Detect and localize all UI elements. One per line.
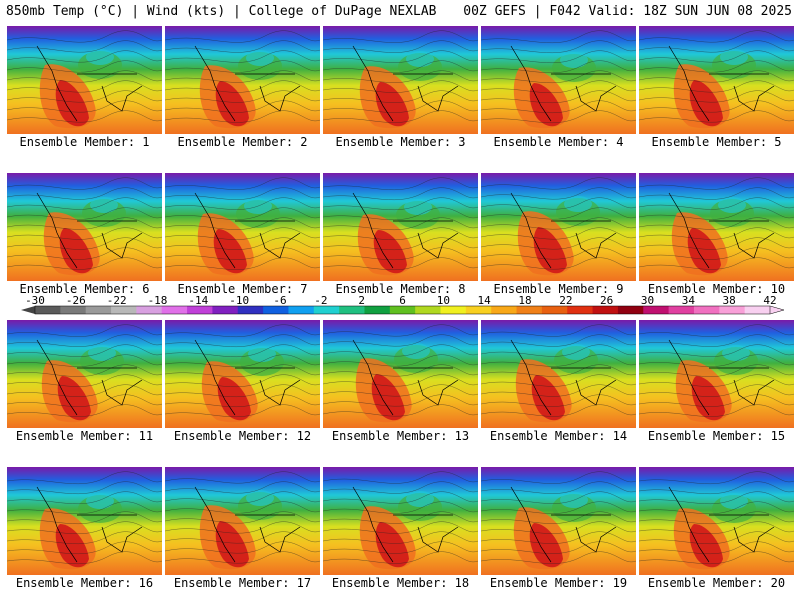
ensemble-member-label: Ensemble Member: 15 <box>647 429 786 443</box>
ensemble-member-label: Ensemble Member: 17 <box>173 576 312 590</box>
ensemble-member-label: Ensemble Member: 6 <box>19 282 150 296</box>
colorbar-swatch <box>541 306 568 314</box>
colorbar-swatch <box>567 306 594 314</box>
ensemble-member-map <box>165 320 320 428</box>
ensemble-member-map <box>7 26 162 134</box>
colorbar-swatch <box>161 306 188 314</box>
colorbar-swatch <box>111 306 137 314</box>
colorbar-swatch <box>288 306 315 314</box>
colorbar-tick-label: -2 <box>314 296 327 307</box>
ensemble-member-map <box>323 320 478 428</box>
colorbar-tick-label: -30 <box>25 296 45 307</box>
ensemble-member-label: Ensemble Member: 2 <box>177 135 308 149</box>
ensemble-member-map <box>323 26 478 134</box>
colorbar-low-arrow <box>21 306 35 314</box>
ensemble-member-label: Ensemble Member: 12 <box>173 429 312 443</box>
colorbar-swatch <box>465 306 492 314</box>
ensemble-member-map <box>639 26 794 134</box>
ensemble-member-label: Ensemble Member: 19 <box>489 576 628 590</box>
colorbar-high-arrow <box>769 305 785 315</box>
colorbar-tick-label: -6 <box>273 296 286 307</box>
ensemble-member-map <box>323 173 478 281</box>
colorbar-swatch <box>237 306 264 314</box>
colorbar-tick-label: 6 <box>399 296 406 307</box>
ensemble-member-map <box>165 26 320 134</box>
colorbar-tick-label: 26 <box>600 296 613 307</box>
colorbar-swatch <box>263 306 289 314</box>
colorbar-tick-label: 10 <box>437 296 450 307</box>
ensemble-member-map <box>481 320 636 428</box>
colorbar-swatch <box>389 306 416 314</box>
colorbar-swatch <box>313 306 340 314</box>
ensemble-member-label: Ensemble Member: 14 <box>489 429 628 443</box>
colorbar-swatch <box>339 306 365 314</box>
colorbar-swatch <box>136 306 163 314</box>
ensemble-member-label: Ensemble Member: 16 <box>15 576 154 590</box>
colorbar-tick-label: 42 <box>763 296 776 307</box>
ensemble-member-label: Ensemble Member: 20 <box>647 576 786 590</box>
ensemble-member-label: Ensemble Member: 18 <box>331 576 470 590</box>
colorbar-swatch <box>85 306 112 314</box>
colorbar-swatch <box>592 306 619 314</box>
map-title: 850mb Temp (°C) | Wind (kts) | College o… <box>6 4 437 19</box>
ensemble-member-map <box>639 467 794 575</box>
colorbar-swatch <box>516 306 543 314</box>
colorbar-swatch <box>415 306 442 314</box>
colorbar-swatch <box>212 306 239 314</box>
ensemble-member-map <box>7 467 162 575</box>
colorbar-swatch <box>440 306 467 314</box>
ensemble-member-label: Ensemble Member: 1 <box>19 135 150 149</box>
colorbar-swatch <box>617 306 644 314</box>
colorbar-swatch <box>643 306 670 314</box>
colorbar-swatch <box>187 306 213 314</box>
colorbar-tick-label: -18 <box>148 296 168 307</box>
ensemble-member-label: Ensemble Member: 4 <box>493 135 624 149</box>
colorbar-tick-label: -26 <box>66 296 86 307</box>
model-run-info: 00Z GEFS | F042 Valid: 18Z SUN JUN 08 20… <box>463 4 792 19</box>
colorbar-swatch <box>364 306 391 314</box>
colorbar-swatch <box>491 306 518 314</box>
ensemble-member-label: Ensemble Member: 10 <box>647 282 786 296</box>
colorbar-tick-label: -10 <box>229 296 249 307</box>
colorbar-tick-label: 22 <box>559 296 572 307</box>
colorbar-tick-label: -22 <box>107 296 127 307</box>
ensemble-member-map <box>639 173 794 281</box>
ensemble-member-label: Ensemble Member: 9 <box>493 282 624 296</box>
colorbar-swatch <box>719 306 746 314</box>
colorbar-tick-label: 18 <box>518 296 531 307</box>
ensemble-member-label: Ensemble Member: 13 <box>331 429 470 443</box>
colorbar-swatch <box>668 306 695 314</box>
ensemble-member-map <box>481 467 636 575</box>
colorbar-tick-label: -14 <box>188 296 208 307</box>
colorbar-tick-label: 14 <box>478 296 492 307</box>
colorbar-tick-label: 38 <box>723 296 736 307</box>
ensemble-member-map <box>481 173 636 281</box>
ensemble-member-label: Ensemble Member: 5 <box>651 135 782 149</box>
ensemble-member-map <box>165 467 320 575</box>
colorbar-tick-label: 2 <box>358 296 365 307</box>
ensemble-member-label: Ensemble Member: 11 <box>15 429 154 443</box>
ensemble-member-label: Ensemble Member: 7 <box>177 282 308 296</box>
ensemble-member-map <box>323 467 478 575</box>
ensemble-member-map <box>639 320 794 428</box>
colorbar-swatch <box>35 306 61 314</box>
ensemble-member-label: Ensemble Member: 3 <box>335 135 466 149</box>
colorbar-swatch <box>744 306 771 314</box>
colorbar-swatch <box>693 306 720 314</box>
ensemble-member-map <box>7 320 162 428</box>
ensemble-member-map <box>7 173 162 281</box>
colorbar-tick-label: 34 <box>682 296 696 307</box>
ensemble-member-map <box>481 26 636 134</box>
colorbar-tick-label: 30 <box>641 296 654 307</box>
temperature-colorbar: -30 -26 -22 -18 -14 -10 -6 -2 2 6 10 14 18 22 26 30 34 38… <box>21 296 785 315</box>
ensemble-member-map <box>165 173 320 281</box>
ensemble-member-label: Ensemble Member: 8 <box>335 282 466 296</box>
colorbar-swatch <box>60 306 87 314</box>
